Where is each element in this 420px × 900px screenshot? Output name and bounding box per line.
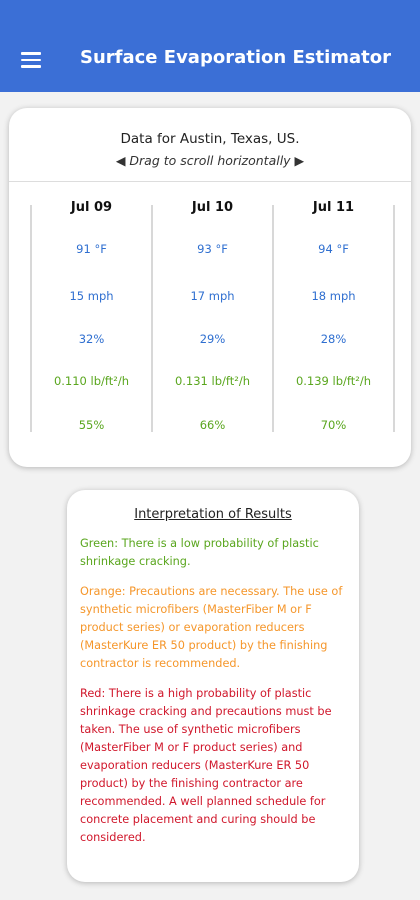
card-title: Data for Austin, Texas, US.: [120, 131, 300, 147]
date-label: Jul 10: [191, 200, 234, 215]
wind-speed: 18 mph: [311, 289, 356, 303]
humidity: 28%: [320, 332, 347, 346]
date-label: Jul 09: [70, 200, 113, 215]
column-separator: [151, 205, 153, 432]
evaporation-rate: 0.131 lb/ft²/h: [174, 374, 251, 388]
columns: Jul 09 91 °F 15 mph 32% 0.110 lb/ft²/h 55% Jul…: [9, 108, 411, 467]
column-separator: [393, 205, 395, 432]
interpretation-paragraph: Red: There is a high probability of plas…: [80, 687, 332, 844]
interpretation-text: Green: There is a low probability of pla…: [80, 535, 348, 859]
app-bar: Surface Evaporation Estimator: [0, 0, 420, 92]
temperature: 94 °F: [318, 242, 349, 256]
interpretation-paragraph: Orange: Precautions are necessary. The u…: [80, 585, 343, 670]
wind-speed: 17 mph: [190, 289, 235, 303]
interpretation-card: Interpretation of Results Green: There i…: [67, 490, 359, 882]
interpretation-paragraph: Green: There is a low probability of pla…: [80, 537, 319, 568]
date-label: Jul 11: [312, 200, 355, 215]
data-card[interactable]: Data for Austin, Texas, US. ◀ Drag to sc…: [9, 108, 411, 467]
interpretation-title: Interpretation of Results: [134, 507, 292, 522]
cracking-probability: 55%: [78, 418, 105, 432]
column-separator: [30, 205, 32, 432]
cracking-probability: 66%: [199, 418, 226, 432]
scroll-hint: ◀ Drag to scroll horizontally ▶: [115, 153, 305, 168]
column-separator: [272, 205, 274, 432]
app-title: Surface Evaporation Estimator: [80, 47, 391, 68]
temperature: 91 °F: [76, 242, 107, 256]
temperature: 93 °F: [197, 242, 228, 256]
humidity: 29%: [199, 332, 226, 346]
divider: [9, 181, 411, 182]
wind-speed: 15 mph: [69, 289, 114, 303]
evaporation-rate: 0.110 lb/ft²/h: [53, 374, 130, 388]
evaporation-rate: 0.139 lb/ft²/h: [295, 374, 372, 388]
humidity: 32%: [78, 332, 105, 346]
cracking-probability: 70%: [320, 418, 347, 432]
menu-button[interactable]: [21, 52, 41, 68]
